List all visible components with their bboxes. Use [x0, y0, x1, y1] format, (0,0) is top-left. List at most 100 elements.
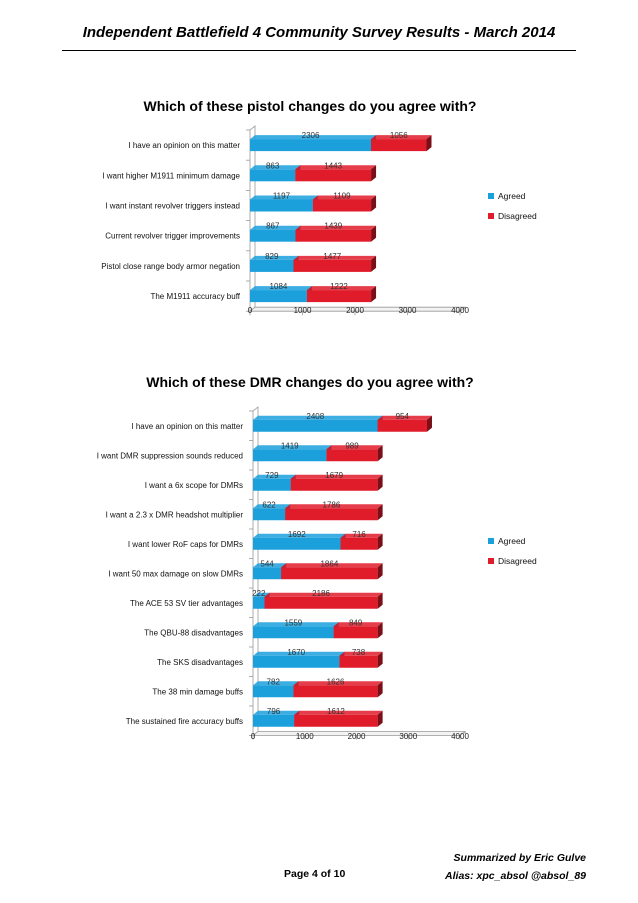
- category-label: I want a 6x scope for DMRs: [145, 481, 243, 490]
- agreed-value-label: 1670: [287, 648, 305, 657]
- category-label: I want instant revolver triggers instead: [105, 202, 240, 211]
- disagreed-bar: [312, 199, 372, 212]
- dmr-changes-chart: Which of these DMR changes do you agree …: [97, 374, 537, 741]
- x-tick-label: 2000: [348, 732, 366, 741]
- disagreed-bar-top: [306, 286, 377, 291]
- agreed-bar: [250, 139, 372, 152]
- disagreed-bar-top: [377, 415, 432, 420]
- disagreed-bar-top: [285, 504, 383, 509]
- agreed-bar-top: [253, 415, 383, 420]
- document-header: Independent Battlefield 4 Community Surv…: [82, 24, 556, 41]
- disagreed-bar: [377, 419, 427, 432]
- agreed-bar: [250, 169, 296, 182]
- disagreed-value-label: 1626: [327, 677, 345, 686]
- agreed-bar: [253, 685, 294, 698]
- disagreed-bar-side: [371, 165, 377, 182]
- agreed-bar-top: [250, 165, 301, 170]
- agreed-bar: [253, 626, 334, 639]
- agreed-legend-swatch: [488, 538, 494, 544]
- x-tick-label: 1000: [294, 306, 312, 315]
- agreed-value-label: 782: [267, 677, 281, 686]
- disagreed-value-label: 2186: [312, 589, 330, 598]
- disagreed-legend-swatch: [488, 558, 494, 564]
- agreed-value-label: 622: [262, 500, 276, 509]
- x-tick-label: 4000: [451, 306, 469, 315]
- disagreed-value-label: 1109: [333, 192, 351, 201]
- x-tick-label: 3000: [399, 732, 417, 741]
- category-label: Pistol close range body armor negation: [101, 262, 240, 271]
- disagreed-bar-side: [377, 681, 383, 698]
- agreed-bar: [250, 290, 307, 303]
- disagreed-legend-label: Disagreed: [498, 556, 537, 566]
- chart-title: Which of these pistol changes do you agr…: [144, 98, 477, 114]
- disagreed-bar: [295, 229, 372, 242]
- disagreed-bar-side: [377, 504, 383, 521]
- agreed-value-label: 1419: [281, 441, 299, 450]
- author-alias: Alias: xpc_absol @absol_89: [445, 870, 586, 882]
- agreed-value-label: 2408: [306, 412, 324, 421]
- agreed-bar: [253, 449, 327, 462]
- disagreed-bar-side: [371, 255, 377, 272]
- disagreed-bar-top: [333, 622, 383, 627]
- agreed-value-label: 544: [260, 559, 274, 568]
- disagreed-bar-top: [326, 445, 383, 450]
- disagreed-legend-swatch: [488, 213, 494, 219]
- agreed-bar-top: [253, 710, 300, 715]
- disagreed-bar-side: [426, 415, 432, 432]
- disagreed-bar-side: [377, 622, 383, 639]
- disagreed-bar-side: [377, 592, 383, 609]
- pistol-changes-chart: Which of these pistol changes do you agr…: [101, 98, 537, 316]
- disagreed-bar-side: [377, 474, 383, 491]
- agreed-value-label: 1559: [284, 618, 302, 627]
- disagreed-bar: [285, 508, 378, 521]
- agreed-value-label: 729: [265, 471, 279, 480]
- disagreed-value-label: 1056: [390, 131, 408, 140]
- disagreed-bar-side: [371, 225, 377, 242]
- disagreed-bar: [290, 478, 378, 491]
- agreed-bar: [253, 596, 265, 609]
- y-axis-wall: [249, 125, 256, 313]
- agreed-bar-top: [250, 195, 318, 200]
- category-label: I have an opinion on this matter: [131, 422, 243, 431]
- disagreed-bar-side: [377, 533, 383, 550]
- agreed-value-label: 1692: [288, 530, 306, 539]
- category-label: I want higher M1911 minimum damage: [102, 171, 240, 180]
- disagreed-bar-top: [371, 135, 432, 140]
- category-label: The M1911 accuracy buff: [150, 292, 240, 301]
- agreed-bar: [253, 714, 295, 727]
- disagreed-bar: [371, 139, 427, 152]
- agreed-bar-top: [253, 533, 346, 538]
- agreed-bar: [250, 229, 296, 242]
- category-label: The SKS disadvantages: [157, 658, 243, 667]
- disagreed-value-label: 716: [352, 530, 366, 539]
- agreed-bar-top: [253, 622, 339, 627]
- category-label: I want 50 max damage on slow DMRs: [108, 569, 243, 578]
- disagreed-bar-top: [340, 533, 383, 538]
- disagreed-bar-top: [312, 195, 377, 200]
- agreed-value-label: 829: [265, 252, 279, 261]
- agreed-bar: [253, 508, 286, 521]
- disagreed-bar: [295, 169, 372, 182]
- disagreed-legend-label: Disagreed: [498, 211, 537, 221]
- agreed-bar: [253, 478, 291, 491]
- category-label: Current revolver trigger improvements: [105, 232, 240, 241]
- disagreed-bar: [306, 290, 372, 303]
- agreed-legend-label: Agreed: [498, 191, 526, 201]
- disagreed-bar-side: [371, 286, 377, 303]
- agreed-value-label: 863: [266, 161, 280, 170]
- agreed-bar: [253, 567, 282, 580]
- agreed-bar-top: [253, 592, 270, 597]
- footer-signature: Summarized by Eric Gulve Alias: xpc_abso…: [445, 849, 586, 885]
- agreed-bar-top: [253, 445, 332, 450]
- disagreed-bar-top: [294, 710, 383, 715]
- agreed-value-label: 1084: [270, 282, 288, 291]
- disagreed-bar-top: [281, 563, 383, 568]
- agreed-bar-top: [253, 681, 299, 686]
- summarized-by: Summarized by Eric Gulve: [453, 852, 586, 864]
- disagreed-bar-top: [295, 225, 377, 230]
- disagreed-bar-side: [377, 445, 383, 462]
- agreed-bar-top: [253, 651, 345, 656]
- agreed-bar: [253, 655, 340, 668]
- category-label: The ACE 53 SV tier advantages: [130, 599, 243, 608]
- disagreed-value-label: 1864: [320, 559, 338, 568]
